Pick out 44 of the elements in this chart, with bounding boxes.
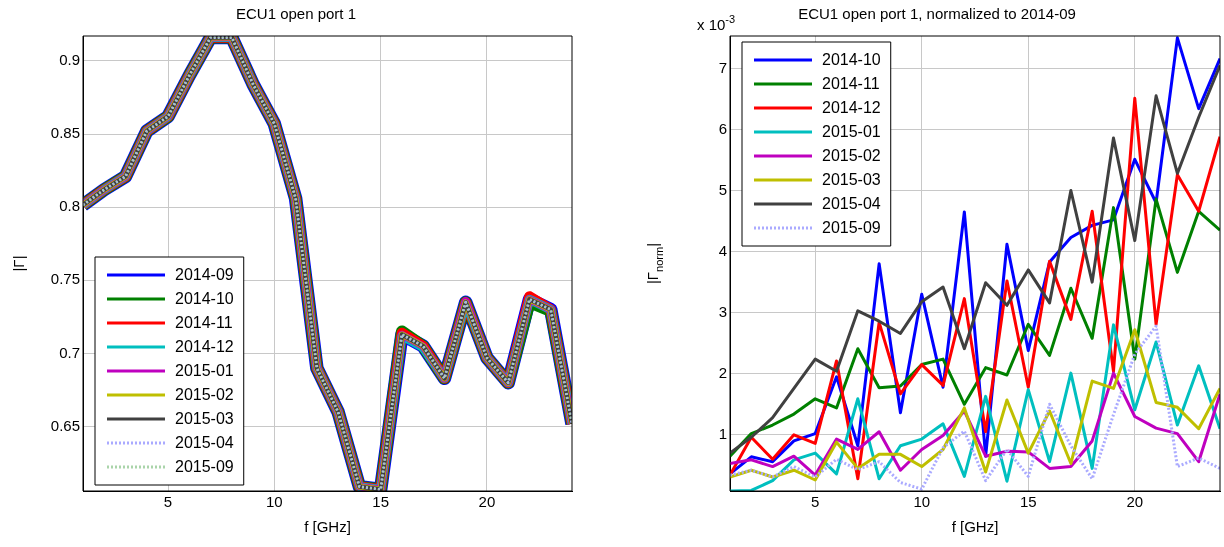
y-tick-label: 3 (718, 302, 727, 320)
legend-label: 2015-04 (175, 434, 234, 452)
y-tick-label: 0.65 (50, 416, 80, 434)
legend-label: 2015-01 (822, 123, 881, 141)
x-tick-label: 10 (266, 493, 283, 511)
y-tick-label: 0.8 (59, 197, 80, 215)
legend-label: 2015-03 (175, 410, 234, 428)
y-tick-label: 4 (718, 241, 727, 259)
y-tick-label: 7 (718, 58, 727, 76)
x-tick-label: 5 (163, 493, 173, 511)
chart-title: ECU1 open port 1, normalized to 2014-09 (798, 5, 1076, 23)
chart-title: ECU1 open port 1 (235, 5, 357, 23)
y-tick-label: 0.7 (59, 343, 80, 361)
x-axis-title: f [GHz] (951, 518, 999, 536)
legend-label: 2014-11 (822, 75, 880, 93)
x-tick-label: 15 (1019, 493, 1037, 511)
y-tick-label: 2 (718, 363, 727, 381)
legend-label: 2015-01 (175, 362, 234, 380)
legend-label: 2014-12 (175, 338, 234, 356)
legend-label: 2015-02 (175, 386, 234, 404)
y-tick-label: 1 (718, 424, 727, 442)
x-tick-label: 20 (1126, 493, 1144, 511)
legend-label: 2015-09 (822, 219, 881, 237)
y-tick-label: 5 (718, 180, 727, 198)
legend-label: 2014-10 (822, 51, 881, 69)
legend-label: 2014-10 (175, 290, 234, 308)
x-tick-label: 5 (811, 493, 820, 511)
x-tick-label: 20 (478, 493, 496, 511)
legend-label: 2014-12 (822, 99, 881, 117)
legend-label: 2014-11 (175, 314, 233, 332)
legend-label: 2015-09 (175, 458, 234, 476)
legend-label: 2015-02 (822, 147, 881, 165)
x-axis-title: f [GHz] (304, 518, 351, 536)
x-tick-label: 15 (372, 493, 389, 511)
y-tick-label: 0.75 (50, 270, 80, 288)
y-axis-title: |Γ| (10, 255, 27, 272)
y-axis-title: |Γnorm| (644, 242, 665, 285)
legend-label: 2014-09 (175, 266, 234, 284)
legend-label: 2015-03 (822, 171, 881, 189)
y-tick-label: 0.85 (50, 124, 80, 142)
y-tick-label: 6 (718, 119, 727, 137)
x-tick-label: 10 (913, 493, 931, 511)
legend-label: 2015-04 (822, 195, 881, 213)
y-tick-label: 0.9 (59, 51, 80, 69)
